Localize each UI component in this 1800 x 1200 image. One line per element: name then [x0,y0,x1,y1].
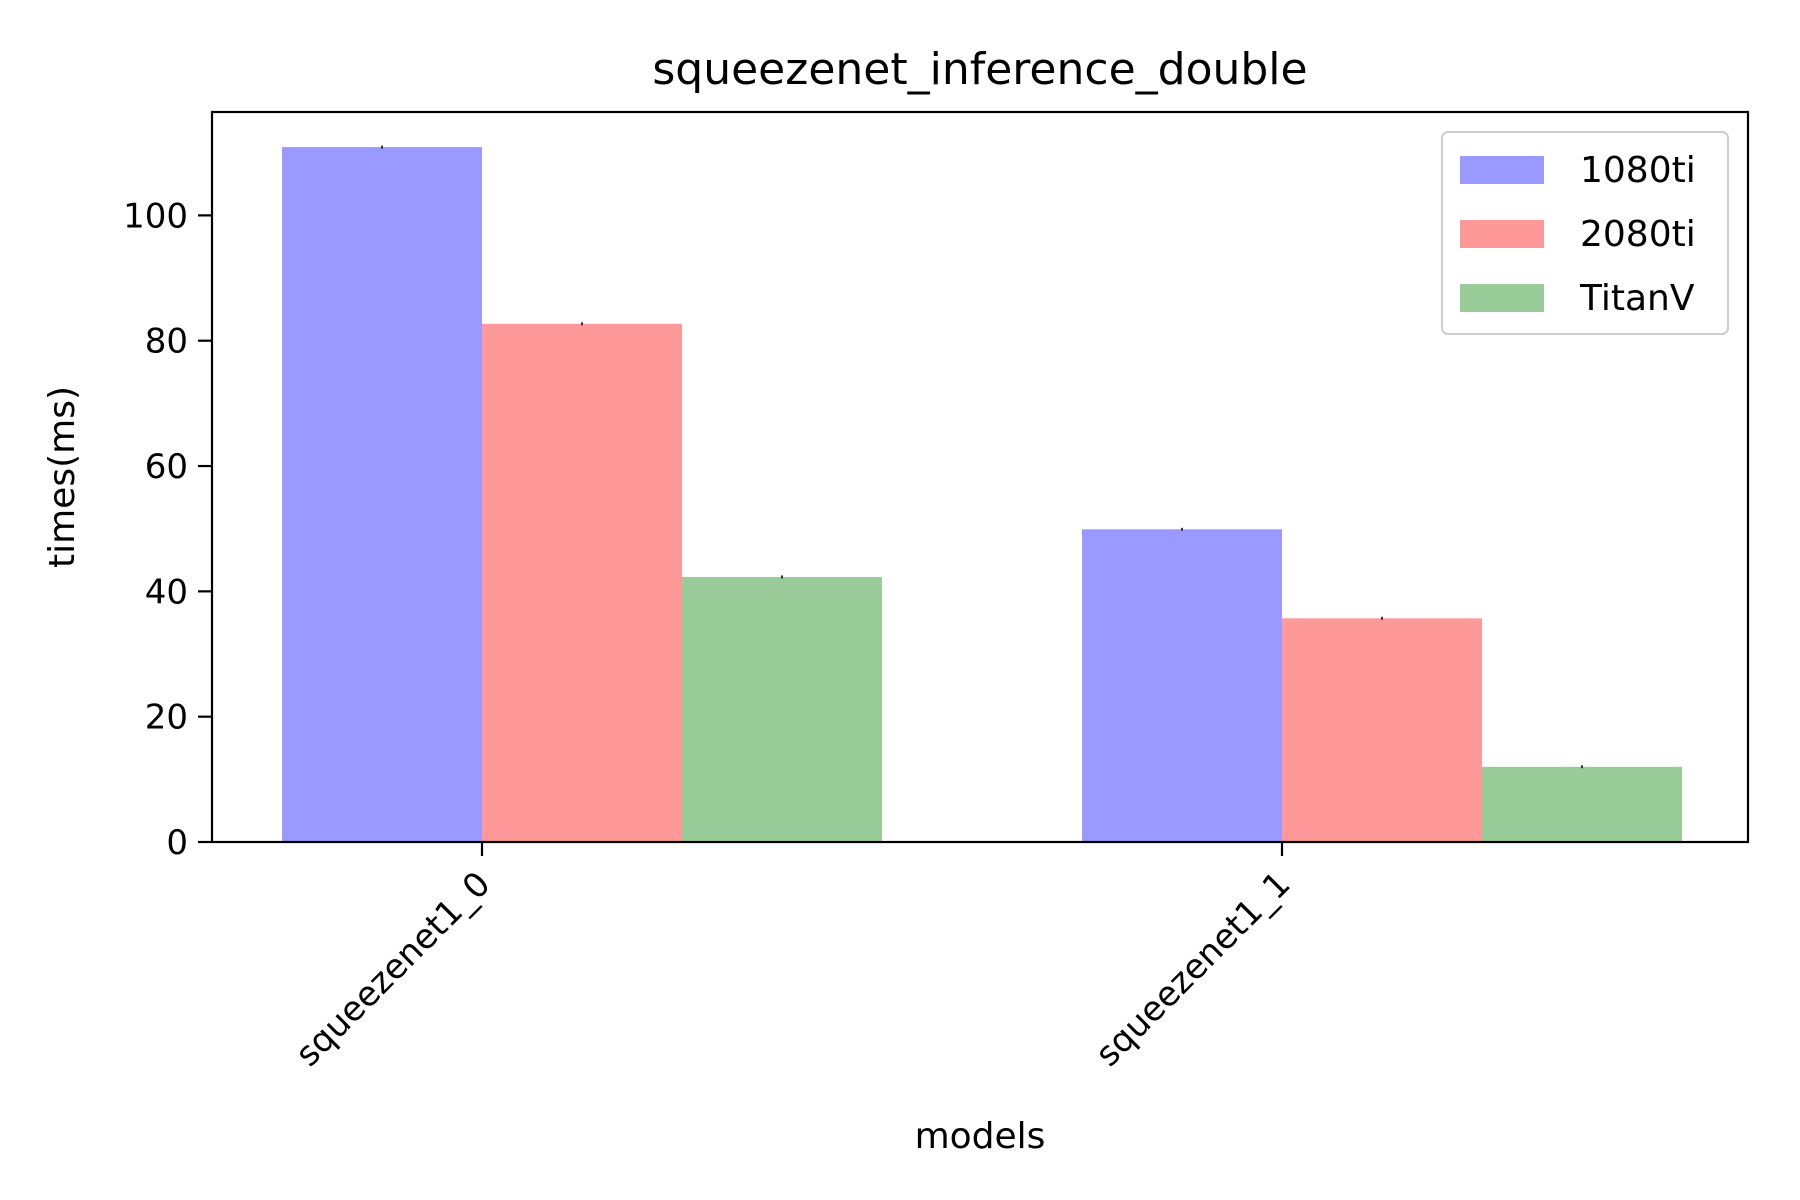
chart-title: squeezenet_inference_double [652,44,1307,95]
legend-label-1080ti: 1080ti [1580,150,1696,191]
y-axis-label: times(ms) [42,386,83,568]
x-axis-label: models [915,1116,1046,1157]
bar-squeezenet1-0-1080ti [282,147,482,842]
plot-frame [210,110,1750,844]
y-axis: 0 20 40 60 80 100 [123,196,212,863]
error-bars-layer [381,145,1583,769]
bar-squeezenet1-0-2080ti [482,323,682,842]
bars-layer [282,147,1682,842]
y-tick-label-60: 60 [145,447,188,487]
x-tick-label-squeezenet1-0: squeezenet1_0 [288,864,498,1074]
legend-swatch-2080ti [1460,220,1544,248]
y-tick-label-100: 100 [123,196,188,236]
y-tick-label-0: 0 [166,823,188,863]
y-tick-label-40: 40 [145,572,188,612]
legend-label-titanv: TitanV [1579,278,1695,319]
bar-squeezenet1-1-1080ti [1082,529,1282,842]
y-tick-label-80: 80 [145,322,188,362]
bar-squeezenet1-1-titanv [1482,766,1682,842]
legend-swatch-1080ti [1460,156,1544,184]
legend-swatch-titanv [1460,284,1544,312]
x-axis: squeezenet1_0 squeezenet1_1 [288,842,1298,1074]
legend: 1080ti 2080ti TitanV [1441,131,1729,335]
y-tick-label-20: 20 [145,698,188,738]
bar-squeezenet1-1-2080ti [1282,618,1482,842]
legend-label-2080ti: 2080ti [1580,214,1696,255]
x-tick-label-squeezenet1-1: squeezenet1_1 [1088,864,1298,1074]
bar-squeezenet1-0-titanv [682,576,882,842]
